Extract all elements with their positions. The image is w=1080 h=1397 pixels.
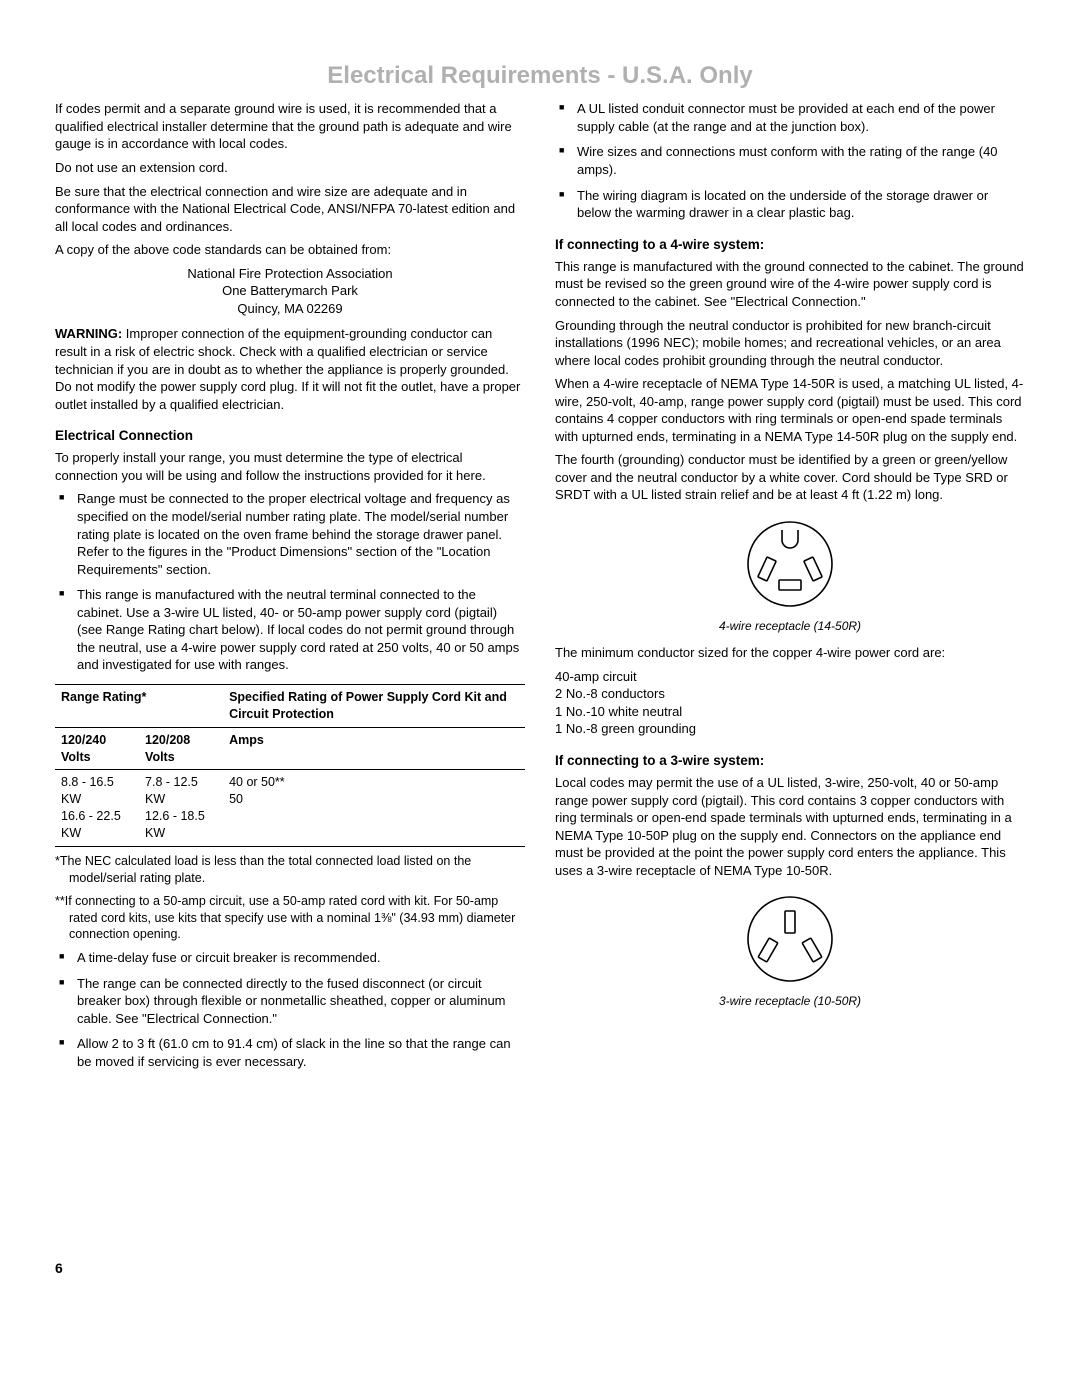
- conductor-3: 1 No.-10 white neutral: [555, 703, 1025, 721]
- right-top-bullets: A UL listed conduit connector must be pr…: [555, 100, 1025, 221]
- conductor-4: 1 No.-8 green grounding: [555, 720, 1025, 738]
- table-cell: 8.8 - 16.5 KW 16.6 - 22.5 KW: [55, 770, 139, 847]
- conductor-list: 40-amp circuit 2 No.-8 conductors 1 No.-…: [555, 668, 1025, 738]
- address-line-1: National Fire Protection Association: [55, 265, 525, 283]
- range-rating-table: Range Rating* Specified Rating of Power …: [55, 684, 525, 847]
- footnote-1: *The NEC calculated load is less than th…: [55, 853, 525, 887]
- electrical-connection-heading: Electrical Connection: [55, 427, 525, 445]
- left-column: If codes permit and a separate ground wi…: [55, 100, 525, 1078]
- ec-bullet-list: Range must be connected to the proper el…: [55, 490, 525, 673]
- intro-p4: A copy of the above code standards can b…: [55, 241, 525, 259]
- min-conductor-intro: The minimum conductor sized for the copp…: [555, 644, 1025, 662]
- right-bullet-3: The wiring diagram is located on the und…: [555, 187, 1025, 222]
- table-r2c3: 50: [229, 791, 519, 808]
- four-wire-p4: The fourth (grounding) conductor must be…: [555, 451, 1025, 504]
- ec-bullet-2: This range is manufactured with the neut…: [55, 586, 525, 674]
- table-hdr-left: Range Rating*: [55, 684, 223, 727]
- four-wire-p2: Grounding through the neutral conductor …: [555, 317, 1025, 370]
- page-number: 6: [55, 1259, 1025, 1278]
- four-wire-heading: If connecting to a 4-wire system:: [555, 236, 1025, 254]
- post-bullet-3: Allow 2 to 3 ft (61.0 cm to 91.4 cm) of …: [55, 1035, 525, 1070]
- footnote-2: **If connecting to a 50-amp circuit, use…: [55, 893, 525, 944]
- table-r1c1: 8.8 - 16.5 KW: [61, 774, 133, 808]
- four-wire-caption: 4-wire receptacle (14-50R): [555, 618, 1025, 634]
- table-r2c2: 12.6 - 18.5 KW: [145, 808, 217, 842]
- warning-paragraph: WARNING: Improper connection of the equi…: [55, 325, 525, 413]
- warning-label: WARNING:: [55, 326, 122, 341]
- intro-p3: Be sure that the electrical connection a…: [55, 183, 525, 236]
- right-bullet-1: A UL listed conduit connector must be pr…: [555, 100, 1025, 135]
- page-title: Electrical Requirements - U.S.A. Only: [55, 60, 1025, 92]
- three-wire-caption: 3-wire receptacle (10-50R): [555, 993, 1025, 1009]
- warning-text: Improper connection of the equipment-gro…: [55, 326, 520, 411]
- conductor-2: 2 No.-8 conductors: [555, 685, 1025, 703]
- ec-intro: To properly install your range, you must…: [55, 449, 525, 484]
- post-bullet-2: The range can be connected directly to t…: [55, 975, 525, 1028]
- intro-p2: Do not use an extension cord.: [55, 159, 525, 177]
- address-line-2: One Batterymarch Park: [55, 282, 525, 300]
- right-bullet-2: Wire sizes and connections must conform …: [555, 143, 1025, 178]
- table-sub-c2: 120/208 Volts: [139, 727, 223, 770]
- table-cell: 7.8 - 12.5 KW 12.6 - 18.5 KW: [139, 770, 223, 847]
- four-wire-p1: This range is manufactured with the grou…: [555, 258, 1025, 311]
- address-block: National Fire Protection Association One…: [55, 265, 525, 318]
- address-line-3: Quincy, MA 02269: [55, 300, 525, 318]
- table-r2c1: 16.6 - 22.5 KW: [61, 808, 133, 842]
- ec-bullet-1: Range must be connected to the proper el…: [55, 490, 525, 578]
- three-wire-p1: Local codes may permit the use of a UL l…: [555, 774, 1025, 879]
- intro-p1: If codes permit and a separate ground wi…: [55, 100, 525, 153]
- table-sub-c3: Amps: [223, 727, 525, 770]
- post-table-bullets: A time-delay fuse or circuit breaker is …: [55, 949, 525, 1070]
- table-r1c3: 40 or 50**: [229, 774, 519, 791]
- table-r1c2: 7.8 - 12.5 KW: [145, 774, 217, 808]
- post-bullet-1: A time-delay fuse or circuit breaker is …: [55, 949, 525, 967]
- table-sub-c1: 120/240 Volts: [55, 727, 139, 770]
- table-hdr-right: Specified Rating of Power Supply Cord Ki…: [223, 684, 525, 727]
- table-cell: 40 or 50** 50: [223, 770, 525, 847]
- four-wire-p3: When a 4-wire receptacle of NEMA Type 14…: [555, 375, 1025, 445]
- four-wire-receptacle-diagram: [735, 514, 845, 614]
- conductor-1: 40-amp circuit: [555, 668, 1025, 686]
- three-wire-heading: If connecting to a 3-wire system:: [555, 752, 1025, 770]
- content-columns: If codes permit and a separate ground wi…: [55, 100, 1025, 1078]
- right-column: A UL listed conduit connector must be pr…: [555, 100, 1025, 1078]
- three-wire-receptacle-diagram: [735, 889, 845, 989]
